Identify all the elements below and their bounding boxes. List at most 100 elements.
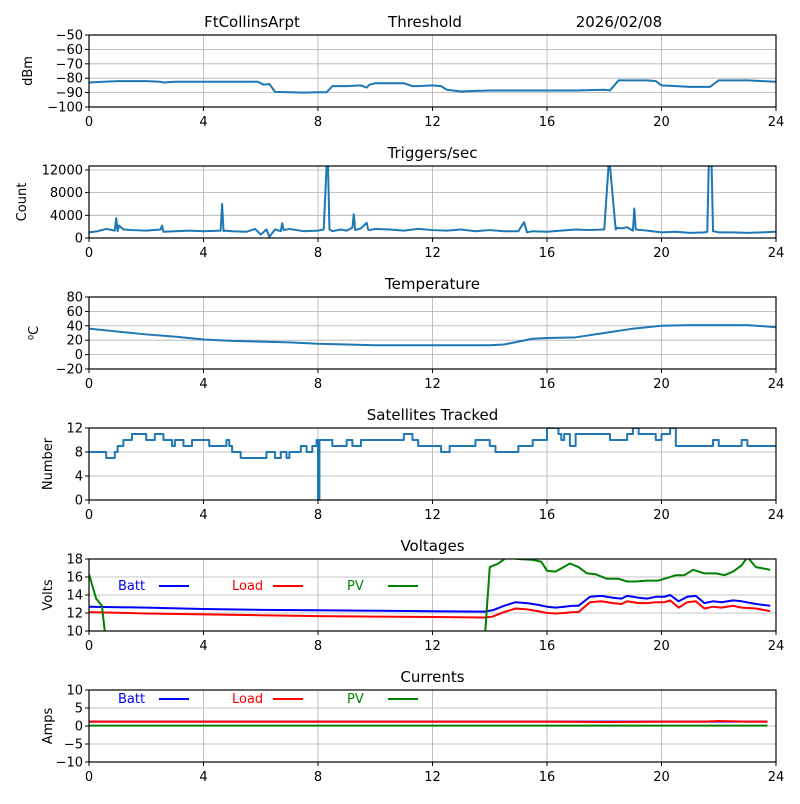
y-tick-label: 4000 (50, 209, 83, 224)
panel-title: Triggers/sec (387, 144, 478, 162)
y-tick-label: 5 (75, 702, 83, 717)
x-tick-label: 12 (424, 115, 441, 130)
y-tick-label: −50 (56, 29, 83, 44)
x-tick-label: 24 (768, 770, 785, 785)
x-tick-label: 4 (199, 770, 207, 785)
x-tick-label: 24 (768, 246, 785, 261)
y-tick-label: −5 (64, 738, 83, 753)
y-axis-label: ⁰C (27, 326, 42, 340)
y-tick-label: 12 (66, 422, 83, 437)
x-tick-label: 12 (424, 377, 441, 392)
y-tick-label: 8 (75, 446, 83, 461)
series-line-load (89, 599, 771, 619)
series-line-pv (89, 559, 771, 631)
mode-title: Threshold (387, 13, 462, 31)
x-tick-label: 8 (314, 639, 322, 654)
y-tick-label: 40 (66, 319, 83, 334)
x-tick-label: 4 (199, 377, 207, 392)
x-tick-label: 20 (653, 508, 670, 523)
y-tick-label: −60 (56, 43, 83, 58)
series-line-temperature (89, 324, 776, 347)
x-tick-label: 16 (539, 508, 556, 523)
x-tick-label: 4 (199, 639, 207, 654)
x-tick-label: 20 (653, 770, 670, 785)
legend-label-pv: PV (347, 579, 364, 594)
y-tick-label: 10 (66, 684, 83, 699)
x-tick-label: 4 (199, 115, 207, 130)
x-tick-label: 20 (653, 377, 670, 392)
x-tick-label: 16 (539, 770, 556, 785)
x-tick-label: 24 (768, 377, 785, 392)
y-tick-label: −20 (56, 363, 83, 378)
x-tick-label: 4 (199, 508, 207, 523)
y-tick-label: 16 (66, 571, 83, 586)
y-tick-label: 10 (66, 625, 83, 640)
x-tick-label: 0 (85, 115, 93, 130)
legend-label-pv: PV (347, 692, 364, 707)
y-tick-label: 8000 (50, 186, 83, 201)
legend-label-load: Load (232, 692, 263, 707)
y-tick-label: 60 (66, 305, 83, 320)
series-line-threshold (89, 79, 776, 94)
x-tick-label: 0 (85, 246, 93, 261)
panel-title: Satellites Tracked (367, 406, 498, 424)
x-tick-label: 0 (85, 639, 93, 654)
panel-title: Temperature (384, 275, 480, 293)
x-tick-label: 12 (424, 508, 441, 523)
x-tick-label: 8 (314, 115, 322, 130)
series-line-satellites (89, 428, 776, 500)
x-tick-label: 24 (768, 639, 785, 654)
y-axis-label: Volts (41, 579, 56, 611)
x-tick-label: 0 (85, 508, 93, 523)
x-tick-label: 16 (539, 639, 556, 654)
x-tick-label: 12 (424, 246, 441, 261)
y-tick-label: −80 (56, 72, 83, 87)
x-tick-label: 8 (314, 770, 322, 785)
panel-title: Currents (400, 668, 464, 686)
x-tick-label: 24 (768, 508, 785, 523)
x-tick-label: 0 (85, 377, 93, 392)
x-tick-label: 20 (653, 115, 670, 130)
y-tick-label: 0 (75, 720, 83, 735)
y-tick-label: 80 (66, 291, 83, 306)
y-tick-label: 14 (66, 589, 83, 604)
y-tick-label: 18 (66, 553, 83, 568)
x-tick-label: 8 (314, 246, 322, 261)
x-tick-label: 20 (653, 246, 670, 261)
y-tick-label: 0 (75, 494, 83, 509)
y-axis-label: Number (41, 437, 56, 490)
x-tick-label: 24 (768, 115, 785, 130)
panel-0: 0 4 8 12 16 20 24 −100−90−80−70−60−50 dBm (21, 29, 784, 131)
x-tick-label: 8 (314, 377, 322, 392)
panel-4: 0 4 8 12 16 20 24 10 12 14 16 18 Voltages Volts Batt Lo… (41, 537, 784, 654)
x-tick-label: 12 (424, 639, 441, 654)
y-tick-label: 0 (75, 232, 83, 247)
y-tick-label: −10 (56, 756, 83, 771)
legend-label-batt: Batt (118, 692, 145, 707)
series-line-batt (89, 594, 771, 613)
y-axis-label: Amps (41, 707, 56, 744)
station-title: FtCollinsArpt (204, 13, 300, 31)
panel-3: 0 4 8 12 16 20 24 0 4 8 12 Satellites Tracked Number (41, 406, 784, 523)
x-tick-label: 20 (653, 639, 670, 654)
y-tick-label: 20 (66, 334, 83, 349)
panel-1: 0 4 8 12 16 20 24 0 4000 8000 12000 Triggers/sec Cou… (15, 144, 784, 261)
x-tick-label: 16 (539, 246, 556, 261)
panel-5: 0 4 8 12 16 20 24 −10 −5 0 5 10 Currents Amps Batt Load… (41, 668, 784, 785)
x-tick-label: 8 (314, 508, 322, 523)
legend-label-load: Load (232, 579, 263, 594)
x-tick-label: 16 (539, 377, 556, 392)
y-tick-label: −90 (56, 86, 83, 101)
x-tick-label: 16 (539, 115, 556, 130)
y-axis-label: dBm (21, 56, 36, 86)
series-line-triggers (89, 166, 776, 238)
date-title: 2026/02/08 (576, 13, 662, 31)
y-tick-label: −70 (56, 57, 83, 72)
y-axis-label: Count (15, 183, 30, 222)
x-tick-label: 4 (199, 246, 207, 261)
y-tick-label: 12000 (42, 163, 83, 178)
series-line-load (89, 719, 768, 724)
y-tick-label: −100 (47, 101, 83, 116)
